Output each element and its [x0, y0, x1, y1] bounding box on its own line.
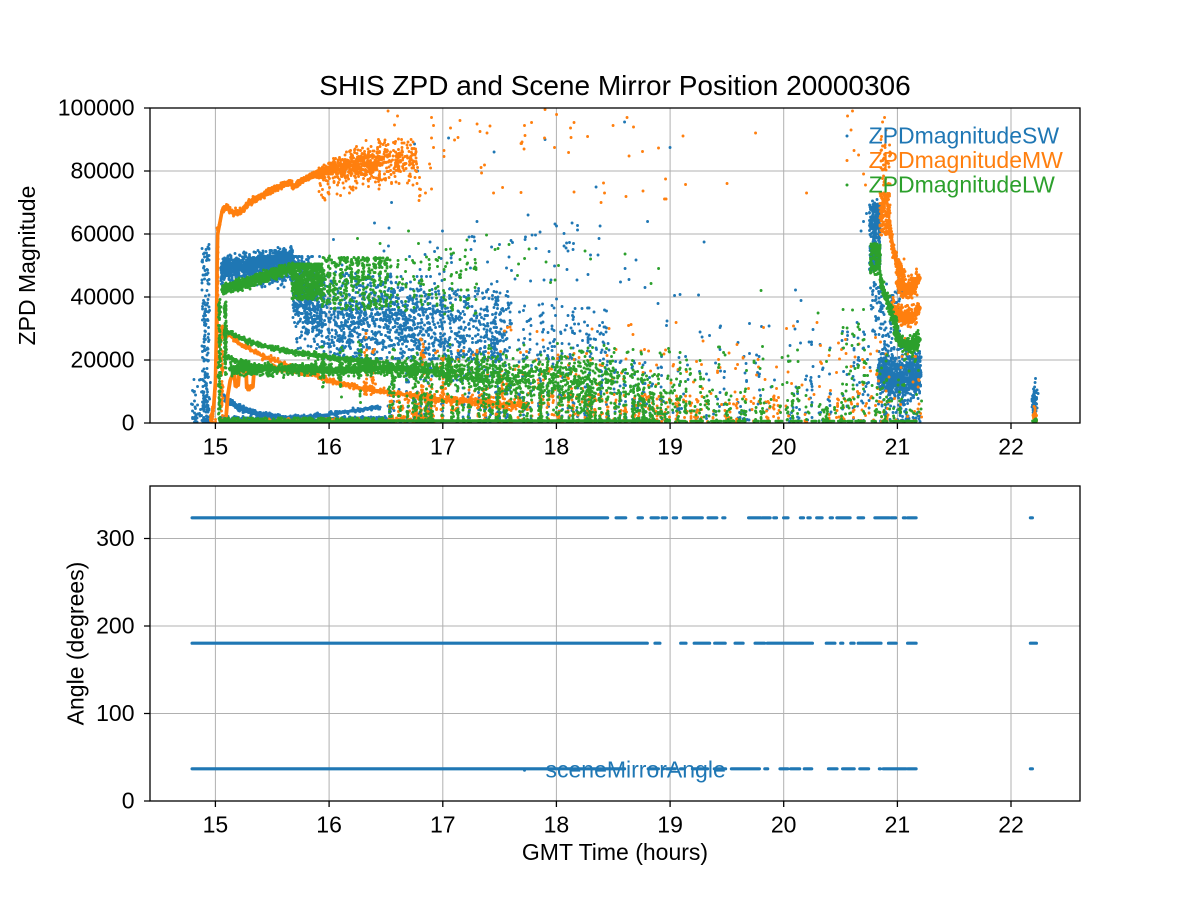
svg-text:16: 16 — [316, 812, 342, 838]
svg-text:15: 15 — [203, 812, 229, 838]
svg-text:ZPDmagnitudeLW: ZPDmagnitudeLW — [869, 172, 1055, 198]
svg-text:SHIS ZPD and Scene Mirror Posi: SHIS ZPD and Scene Mirror Position 20000… — [319, 70, 910, 101]
svg-text:40000: 40000 — [71, 284, 135, 310]
svg-text:0: 0 — [122, 788, 135, 814]
svg-text:ZPD Magnitude: ZPD Magnitude — [14, 186, 40, 346]
svg-text:20: 20 — [771, 434, 797, 460]
svg-text:200: 200 — [96, 613, 134, 639]
svg-text:19: 19 — [657, 812, 683, 838]
svg-text:22: 22 — [998, 434, 1024, 460]
svg-text:sceneMirrorAngle: sceneMirrorAngle — [546, 757, 726, 783]
svg-text:17: 17 — [430, 812, 456, 838]
svg-text:ZPDmagnitudeMW: ZPDmagnitudeMW — [869, 147, 1064, 173]
svg-text:21: 21 — [885, 434, 911, 460]
svg-text:15: 15 — [203, 434, 229, 460]
svg-text:20000: 20000 — [71, 347, 135, 373]
svg-text:80000: 80000 — [71, 158, 135, 184]
svg-text:100000: 100000 — [58, 95, 135, 121]
svg-text:18: 18 — [544, 812, 570, 838]
svg-text:0: 0 — [122, 410, 135, 436]
svg-text:22: 22 — [998, 812, 1024, 838]
svg-text:21: 21 — [885, 812, 911, 838]
svg-text:GMT Time (hours): GMT Time (hours) — [522, 839, 708, 865]
svg-text:16: 16 — [316, 434, 342, 460]
svg-text:19: 19 — [657, 434, 683, 460]
svg-text:18: 18 — [544, 434, 570, 460]
svg-text:60000: 60000 — [71, 221, 135, 247]
svg-text:17: 17 — [430, 434, 456, 460]
svg-text:100: 100 — [96, 700, 134, 726]
svg-text:300: 300 — [96, 525, 134, 551]
svg-text:ZPDmagnitudeSW: ZPDmagnitudeSW — [869, 123, 1060, 149]
svg-text:Angle (degrees): Angle (degrees) — [63, 562, 89, 726]
svg-text:20: 20 — [771, 812, 797, 838]
